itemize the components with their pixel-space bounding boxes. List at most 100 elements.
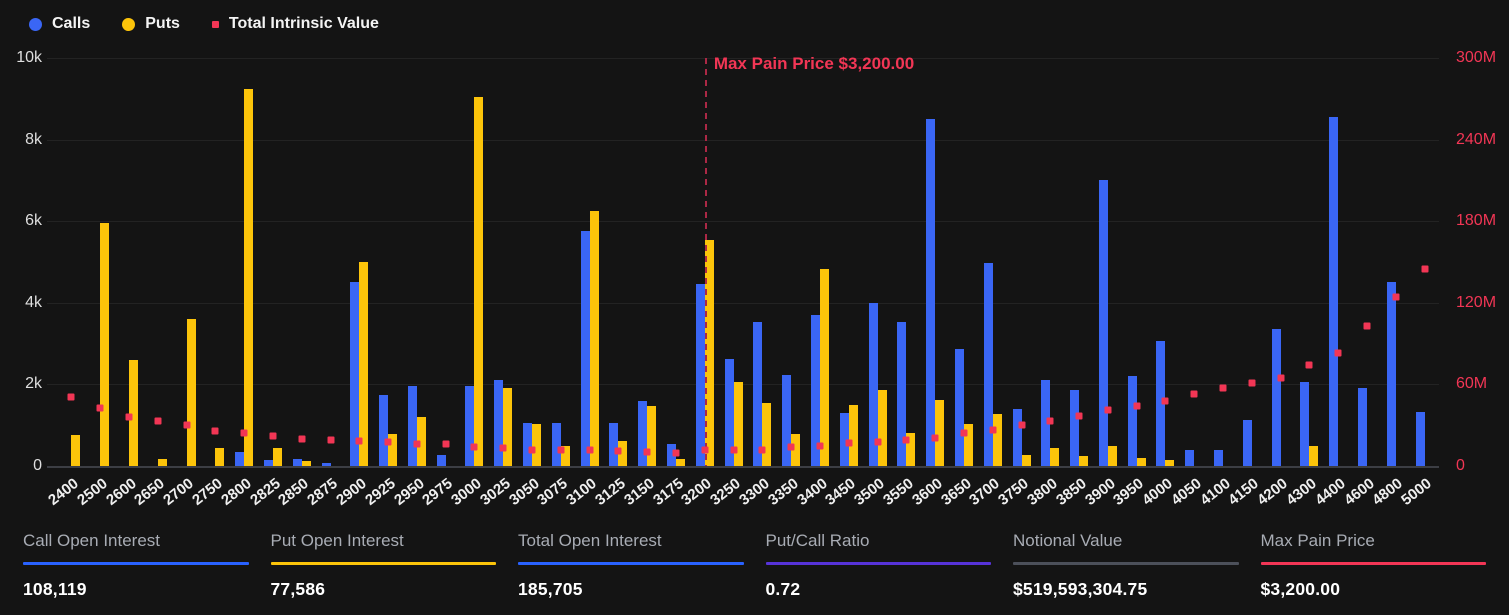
bar-group-4200[interactable]: 4200	[1254, 58, 1295, 509]
put-bar[interactable]	[762, 403, 772, 466]
call-bar[interactable]	[1386, 282, 1396, 466]
put-bar[interactable]	[215, 448, 225, 466]
call-bar[interactable]	[321, 463, 331, 466]
intrinsic-value-dot[interactable]	[499, 444, 507, 452]
bar-group-2700[interactable]: 2700	[160, 58, 201, 509]
bar-group-4600[interactable]: 4600	[1341, 58, 1382, 509]
call-bar[interactable]	[897, 322, 907, 466]
intrinsic-value-dot[interactable]	[327, 436, 335, 444]
bar-group-3600[interactable]: 3600	[909, 58, 950, 509]
call-bar[interactable]	[1041, 380, 1051, 466]
put-bar[interactable]	[877, 389, 887, 466]
put-bar[interactable]	[935, 399, 945, 466]
intrinsic-value-dot[interactable]	[989, 426, 997, 434]
bar-group-4000[interactable]: 4000	[1139, 58, 1180, 509]
call-bar[interactable]	[667, 444, 677, 466]
bar-group-3100[interactable]: 3100	[563, 58, 604, 509]
intrinsic-value-dot[interactable]	[211, 427, 219, 435]
intrinsic-value-dot[interactable]	[1133, 402, 1141, 410]
put-bar[interactable]	[301, 461, 311, 466]
put-bar[interactable]	[272, 448, 282, 466]
intrinsic-value-dot[interactable]	[672, 449, 680, 457]
call-bar[interactable]	[1242, 419, 1252, 466]
bar-group-3250[interactable]: 3250	[707, 58, 748, 509]
bar-group-3050[interactable]: 3050	[506, 58, 547, 509]
intrinsic-value-dot[interactable]	[384, 438, 392, 446]
put-bar[interactable]	[503, 388, 513, 466]
bar-group-2825[interactable]: 2825	[247, 58, 288, 509]
bar-group-3750[interactable]: 3750	[995, 58, 1036, 509]
intrinsic-value-dot[interactable]	[183, 421, 191, 429]
put-bar[interactable]	[1165, 459, 1175, 466]
bar-group-2650[interactable]: 2650	[131, 58, 172, 509]
intrinsic-value-dot[interactable]	[1363, 322, 1371, 330]
bar-group-2800[interactable]: 2800	[218, 58, 259, 509]
put-bar[interactable]	[157, 458, 167, 466]
call-bar[interactable]	[1012, 408, 1022, 466]
intrinsic-value-dot[interactable]	[586, 446, 594, 454]
intrinsic-value-dot[interactable]	[528, 446, 536, 454]
call-bar[interactable]	[1271, 328, 1281, 466]
intrinsic-value-dot[interactable]	[1104, 406, 1112, 414]
call-bar[interactable]	[1156, 340, 1166, 466]
intrinsic-value-dot[interactable]	[1421, 265, 1429, 273]
bar-group-4100[interactable]: 4100	[1197, 58, 1238, 509]
bar-group-4800[interactable]: 4800	[1369, 58, 1410, 509]
bar-group-2875[interactable]: 2875	[304, 58, 345, 509]
intrinsic-value-dot[interactable]	[470, 443, 478, 451]
bar-group-4400[interactable]: 4400	[1312, 58, 1353, 509]
intrinsic-value-dot[interactable]	[816, 442, 824, 450]
bar-group-3950[interactable]: 3950	[1110, 58, 1151, 509]
intrinsic-value-dot[interactable]	[874, 438, 882, 446]
bar-group-3175[interactable]: 3175	[650, 58, 691, 509]
intrinsic-value-dot[interactable]	[1392, 293, 1400, 301]
intrinsic-value-dot[interactable]	[355, 437, 363, 445]
bar-group-2850[interactable]: 2850	[275, 58, 316, 509]
bar-group-3400[interactable]: 3400	[794, 58, 835, 509]
bar-group-3450[interactable]: 3450	[822, 58, 863, 509]
options-open-interest-chart[interactable]: Max Pain Price $3,200.00 2400 2500 2600 265…	[45, 54, 1439, 509]
bar-group-3300[interactable]: 3300	[736, 58, 777, 509]
call-bar[interactable]	[868, 302, 878, 466]
intrinsic-value-dot[interactable]	[240, 429, 248, 437]
bar-group-3800[interactable]: 3800	[1024, 58, 1065, 509]
call-bar[interactable]	[235, 451, 245, 466]
bar-group-3025[interactable]: 3025	[477, 58, 518, 509]
put-bar[interactable]	[359, 262, 369, 466]
call-bar[interactable]	[1329, 116, 1339, 466]
call-bar[interactable]	[1300, 381, 1310, 466]
call-bar[interactable]	[1185, 449, 1195, 466]
bar-group-3075[interactable]: 3075	[535, 58, 575, 509]
call-bar[interactable]	[379, 394, 389, 466]
put-bar[interactable]	[244, 88, 254, 466]
intrinsic-value-dot[interactable]	[413, 440, 421, 448]
intrinsic-value-dot[interactable]	[1075, 412, 1083, 420]
call-bar[interactable]	[1070, 389, 1080, 466]
put-bar[interactable]	[589, 211, 599, 466]
intrinsic-value-dot[interactable]	[758, 446, 766, 454]
put-bar[interactable]	[1079, 455, 1089, 466]
bar-group-2750[interactable]: 2750	[189, 58, 230, 509]
intrinsic-value-dot[interactable]	[960, 429, 968, 437]
bar-group-2400[interactable]: 2400	[45, 58, 86, 509]
put-bar[interactable]	[906, 433, 916, 466]
put-bar[interactable]	[1050, 447, 1060, 466]
intrinsic-value-dot[interactable]	[1190, 390, 1198, 398]
intrinsic-value-dot[interactable]	[1219, 384, 1227, 392]
put-bar[interactable]	[618, 441, 628, 466]
legend-item-calls[interactable]: Calls	[29, 15, 90, 33]
intrinsic-value-dot[interactable]	[730, 446, 738, 454]
legend-item-total-intrinsic-value[interactable]: Total Intrinsic Value	[211, 15, 379, 33]
bar-group-3550[interactable]: 3550	[880, 58, 921, 509]
intrinsic-value-dot[interactable]	[442, 440, 450, 448]
intrinsic-value-dot[interactable]	[298, 435, 306, 443]
bar-group-5000[interactable]: 5000	[1398, 58, 1439, 509]
intrinsic-value-dot[interactable]	[154, 417, 162, 425]
intrinsic-value-dot[interactable]	[96, 404, 104, 412]
call-bar[interactable]	[695, 284, 705, 466]
call-bar[interactable]	[724, 359, 734, 466]
put-bar[interactable]	[704, 239, 714, 466]
call-bar[interactable]	[753, 322, 763, 466]
intrinsic-value-dot[interactable]	[1046, 417, 1054, 425]
call-bar[interactable]	[436, 455, 446, 466]
